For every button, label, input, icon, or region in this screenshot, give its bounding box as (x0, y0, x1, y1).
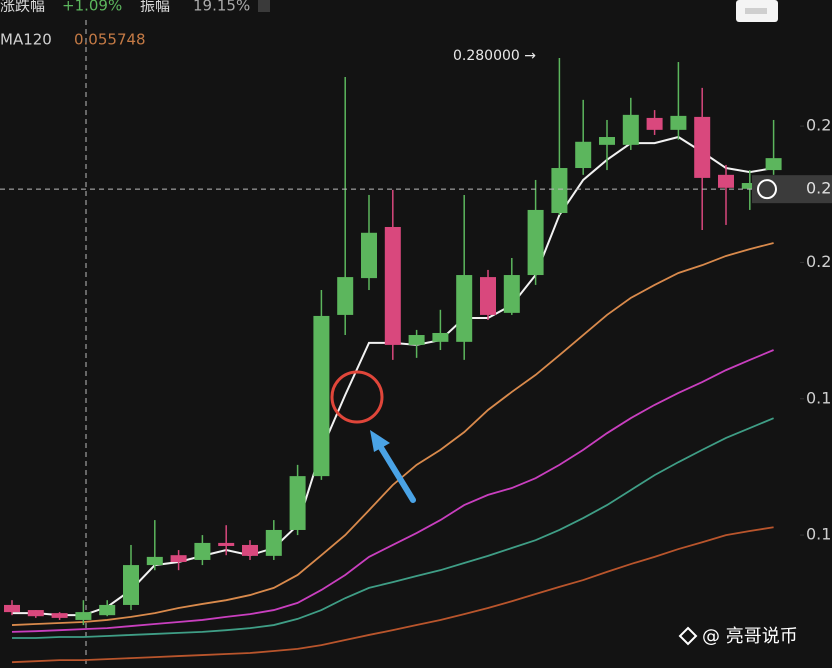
candle-body (146, 556, 163, 566)
candles (4, 57, 782, 626)
ma-line (11, 242, 774, 626)
ma-line (12, 417, 774, 639)
candle-body (194, 542, 211, 560)
candle-body (27, 610, 44, 617)
change-value: +1.09% (62, 0, 122, 15)
candle-body (289, 476, 306, 530)
tool-icon (745, 8, 767, 14)
candle-body (4, 604, 20, 613)
ma-value: 0.055748 (74, 31, 146, 49)
change-label: 涨跌幅 (0, 0, 45, 15)
candle-body (361, 232, 377, 279)
candle-body (123, 565, 139, 605)
candle-body (551, 168, 568, 214)
y-tick-label: 0.2 (806, 252, 831, 271)
arrow-head (370, 430, 390, 452)
candle-body (265, 529, 282, 556)
tab (258, 0, 270, 12)
ma-line (11, 526, 774, 664)
candle-body (480, 277, 496, 315)
candle-body (765, 158, 782, 171)
candle-body (741, 183, 758, 189)
candle-body (337, 277, 354, 315)
candle-body (51, 613, 68, 618)
candle-body (503, 275, 520, 313)
high-annotation: 0.280000 → (453, 48, 536, 64)
candle-body (646, 117, 663, 130)
candle-body (694, 116, 711, 178)
candle-body (242, 544, 258, 556)
y-tick-label: 0.2 (806, 116, 831, 135)
candle-body (218, 542, 235, 546)
candle-body (408, 335, 425, 345)
ma-label: MA120 (0, 31, 52, 49)
price-tag-icon (757, 179, 777, 200)
candle-body (622, 114, 639, 145)
candle-body (313, 315, 330, 477)
candle-body (527, 209, 544, 276)
candle-body (599, 137, 615, 145)
amplitude-label: 振幅 (140, 0, 170, 15)
pointer-arrow (370, 430, 416, 503)
candle-body (99, 604, 116, 616)
price-tag-label: 0.2 (806, 179, 831, 198)
amplitude-value: 19.15% (193, 0, 250, 15)
y-tick-label: 0.1 (806, 388, 831, 407)
candle-body (575, 141, 592, 169)
y-tick-label: 0.1 (806, 525, 831, 544)
watermark: @ 亮哥说币 (678, 626, 798, 647)
candle-body (456, 275, 473, 342)
candle-body (432, 332, 449, 342)
candle-body (670, 115, 687, 130)
candle-body (75, 612, 92, 620)
candle-body (718, 174, 734, 188)
ma-line (11, 349, 774, 633)
watermark-logo (678, 626, 698, 646)
watermark-text: @ 亮哥说币 (702, 626, 798, 647)
highlight-circle (330, 370, 384, 424)
candle-body (384, 226, 401, 345)
arrow-shaft (377, 443, 416, 503)
candle-body (170, 555, 187, 563)
